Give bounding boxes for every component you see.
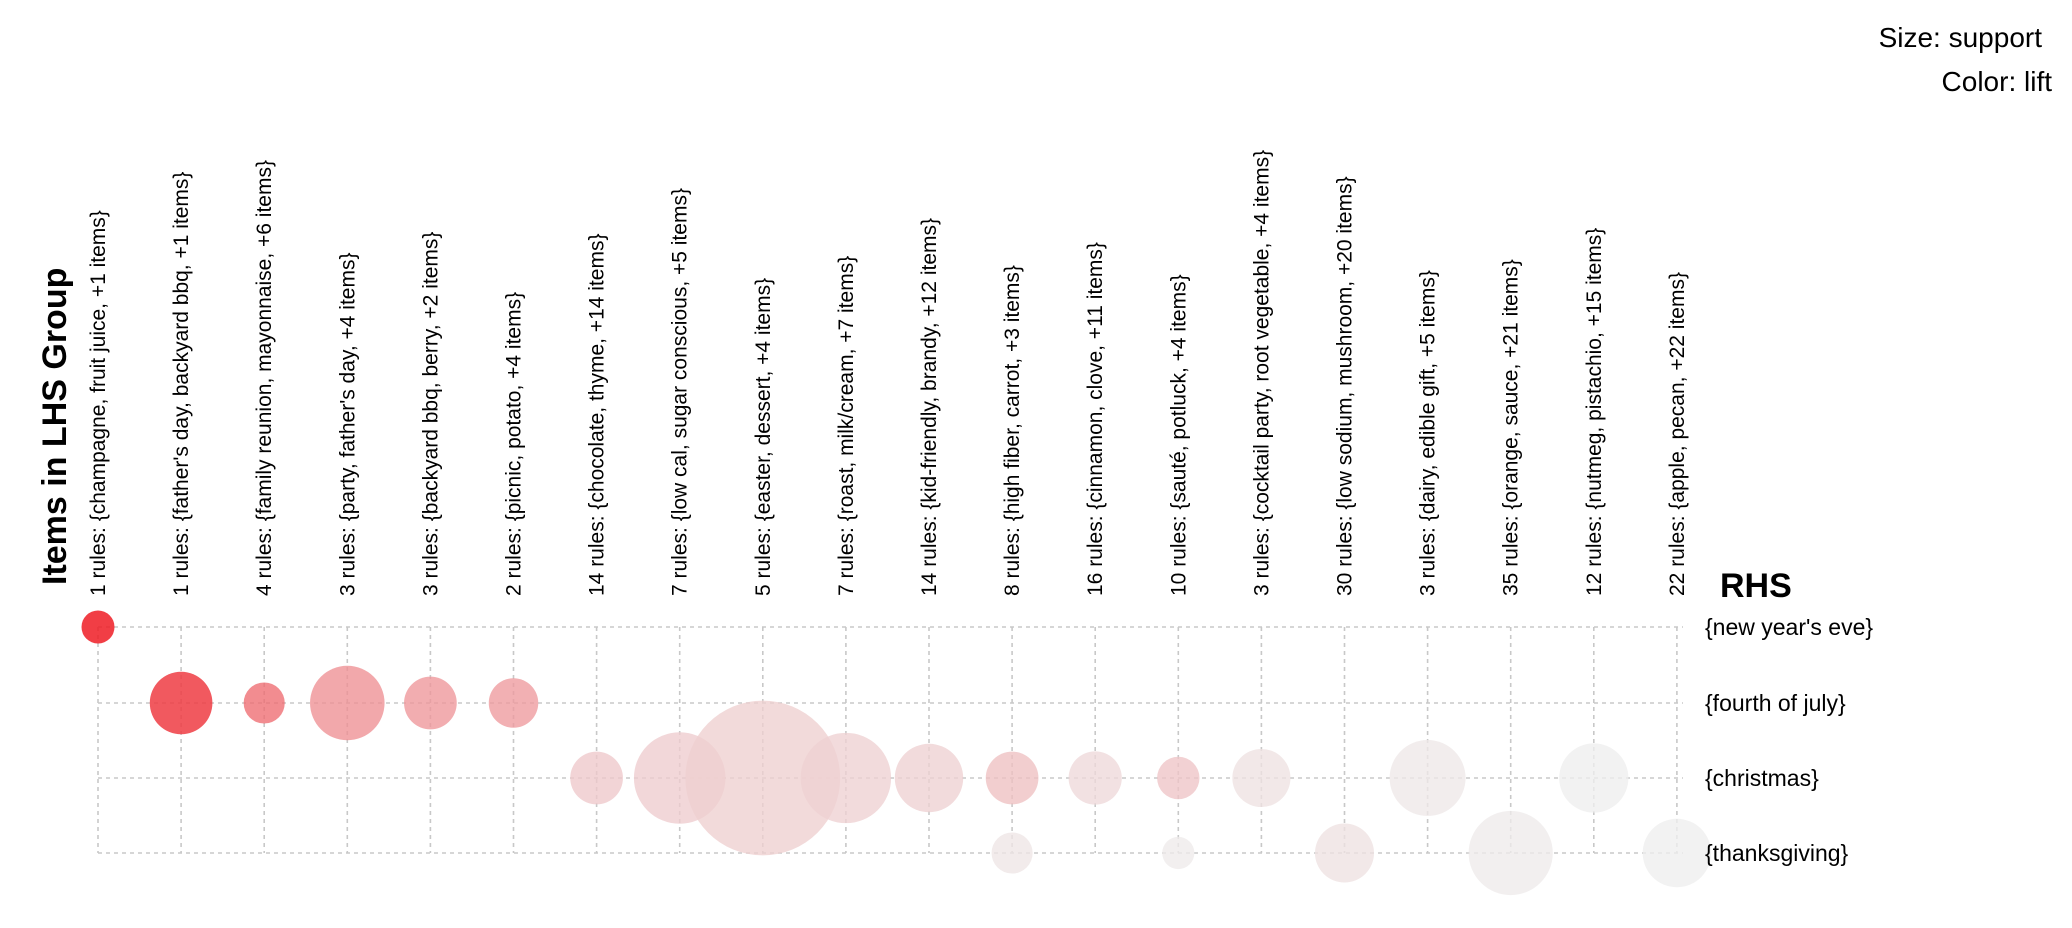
data-point xyxy=(243,682,285,724)
lhs-group-label: 14 rules: {kid-friendly, brandy, +12 ite… xyxy=(918,218,941,596)
data-point xyxy=(570,751,623,805)
lhs-group-label: 5 rules: {easter, dessert, +4 items} xyxy=(752,278,775,596)
lhs-group-label: 12 rules: {nutmeg, pistachio, +15 items} xyxy=(1583,228,1606,596)
data-point xyxy=(894,743,964,813)
data-point xyxy=(404,676,457,730)
data-point xyxy=(1162,836,1195,870)
rhs-item-label: {christmas} xyxy=(1705,765,1819,791)
data-point xyxy=(488,678,539,728)
grid-lines xyxy=(97,626,1683,854)
lhs-group-label: 22 rules: {apple, pecan, +22 items} xyxy=(1666,272,1689,596)
y-axis-title: RHS xyxy=(1720,567,1792,605)
lhs-group-label: 35 rules: {orange, sauce, +21 items} xyxy=(1500,259,1523,596)
legend-size-label: Size: support xyxy=(1879,22,2043,53)
x-axis-title: Items in LHS Group xyxy=(36,268,74,585)
data-point xyxy=(149,671,213,735)
rhs-item-labels: {new year's eve} {fourth of july} {christm… xyxy=(1705,614,1873,866)
rhs-item-label: {new year's eve} xyxy=(1705,614,1873,640)
data-point xyxy=(991,832,1033,874)
data-point xyxy=(1559,743,1629,813)
data-point xyxy=(1468,810,1553,896)
data-point xyxy=(1157,756,1200,800)
lhs-group-label: 2 rules: {picnic, potato, +4 items} xyxy=(503,292,526,596)
data-point xyxy=(985,751,1039,805)
data-point xyxy=(81,610,115,644)
lhs-group-label: 3 rules: {backyard bbq, berry, +2 items} xyxy=(419,232,442,596)
data-point xyxy=(800,732,892,824)
data-point xyxy=(1314,823,1375,883)
data-point xyxy=(1642,818,1712,888)
lhs-group-label: 10 rules: {sauté, potluck, +4 items} xyxy=(1167,274,1190,596)
lhs-group-label: 4 rules: {family reunion, mayonnaise, +6… xyxy=(253,160,276,596)
lhs-group-labels: 1 rules: {champagne, fruit juice, +1 ite… xyxy=(87,150,1689,596)
rhs-item-label: {thanksgiving} xyxy=(1705,840,1849,866)
lhs-group-label: 3 rules: {cocktail party, root vegetable… xyxy=(1250,150,1273,596)
data-point xyxy=(310,665,385,741)
data-points xyxy=(81,610,1712,896)
data-point xyxy=(1068,751,1122,805)
lhs-group-label: 1 rules: {champagne, fruit juice, +1 ite… xyxy=(87,210,110,596)
data-point xyxy=(1232,748,1291,808)
lhs-group-label: 14 rules: {chocolate, thyme, +14 items} xyxy=(586,234,609,596)
lhs-group-label: 8 rules: {high fiber, carrot, +3 items} xyxy=(1001,265,1024,596)
legend-color-label: Color: lift xyxy=(1942,66,2053,97)
lhs-group-label: 1 rules: {father's day, backyard bbq, +1… xyxy=(170,172,193,596)
lhs-group-label: 30 rules: {low sodium, mushroom, +20 ite… xyxy=(1334,176,1357,596)
lhs-group-label: 7 rules: {low cal, sugar conscious, +5 i… xyxy=(669,188,692,596)
lhs-group-label: 3 rules: {dairy, edible gift, +5 items} xyxy=(1417,270,1440,596)
lhs-group-label: 7 rules: {roast, milk/cream, +7 items} xyxy=(835,256,858,596)
rhs-item-label: {fourth of july} xyxy=(1705,690,1846,716)
data-point xyxy=(685,700,841,856)
lhs-group-label: 3 rules: {party, father's day, +4 items} xyxy=(336,253,359,597)
lhs-group-label: 16 rules: {cinnamon, clove, +11 items} xyxy=(1084,242,1107,596)
data-point xyxy=(1389,740,1466,816)
